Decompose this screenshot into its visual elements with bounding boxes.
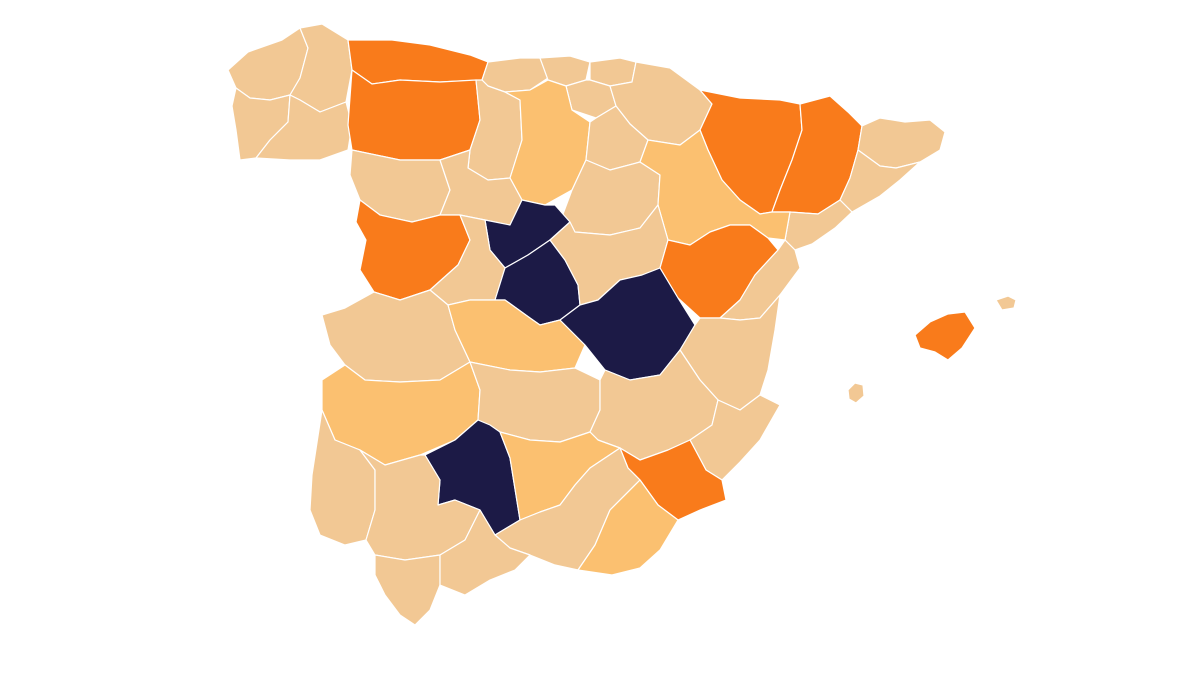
province-menorca [995, 295, 1017, 311]
province-ibiza [847, 382, 865, 404]
province-mallorca [914, 311, 976, 361]
province-alicante [689, 394, 781, 481]
province-barcelona [839, 149, 921, 213]
province-leon [347, 69, 481, 161]
province-cadiz [374, 554, 441, 626]
province-asturias [347, 39, 489, 85]
province-ourense [255, 94, 353, 161]
province-malaga [439, 509, 531, 596]
province-almeria [577, 479, 679, 576]
